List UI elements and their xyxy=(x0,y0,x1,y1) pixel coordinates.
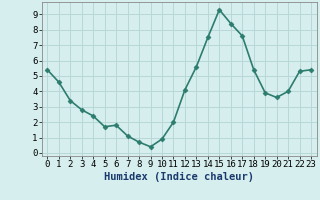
X-axis label: Humidex (Indice chaleur): Humidex (Indice chaleur) xyxy=(104,172,254,182)
